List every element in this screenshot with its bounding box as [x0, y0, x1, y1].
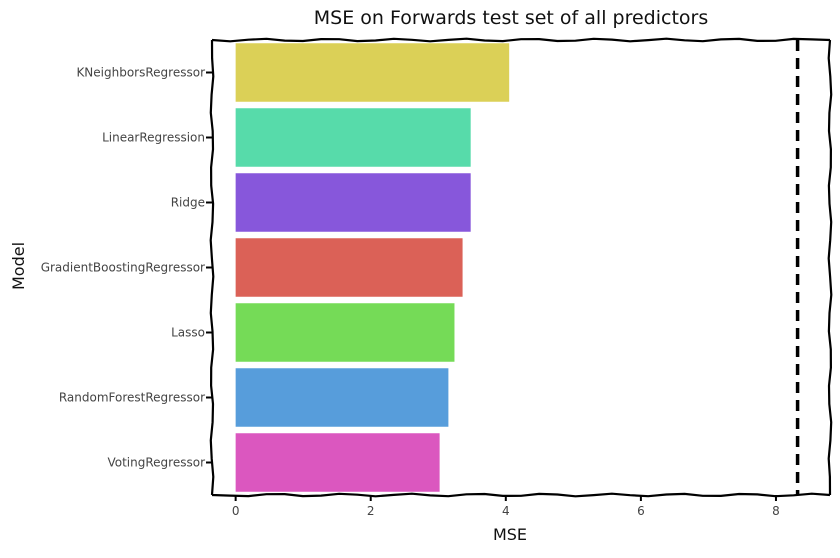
y-tick-label: LinearRegression	[102, 131, 205, 145]
x-tick-label: 6	[637, 504, 645, 518]
bar-gradientboostingregressor	[235, 238, 463, 297]
x-tick-label: 0	[232, 504, 240, 518]
bar-ridge	[235, 173, 471, 232]
bar-kneighborsregressor	[235, 43, 510, 102]
y-tick-label: Lasso	[171, 326, 205, 340]
y-tick-label: RandomForestRegressor	[59, 391, 205, 405]
x-axis-label: MSE	[493, 525, 527, 544]
bar-votingregressor	[235, 433, 440, 492]
y-tick-label: VotingRegressor	[107, 456, 205, 470]
x-tick-label: 2	[367, 504, 375, 518]
bar-randomforestregressor	[235, 368, 449, 427]
y-axis-label: Model	[9, 242, 28, 290]
plot-frame	[209, 37, 833, 498]
y-tick-label: Ridge	[171, 196, 205, 210]
bar-linearregression	[235, 108, 471, 167]
x-tick-label: 4	[502, 504, 510, 518]
chart-title: MSE on Forwards test set of all predicto…	[314, 7, 708, 29]
x-tick-label: 8	[772, 504, 780, 518]
y-tick-label: KNeighborsRegressor	[76, 66, 205, 80]
y-tick-label: GradientBoostingRegressor	[41, 261, 205, 275]
bar-lasso	[235, 303, 455, 362]
plot-area: KNeighborsRegressor LinearRegression Ridge…	[41, 37, 833, 518]
